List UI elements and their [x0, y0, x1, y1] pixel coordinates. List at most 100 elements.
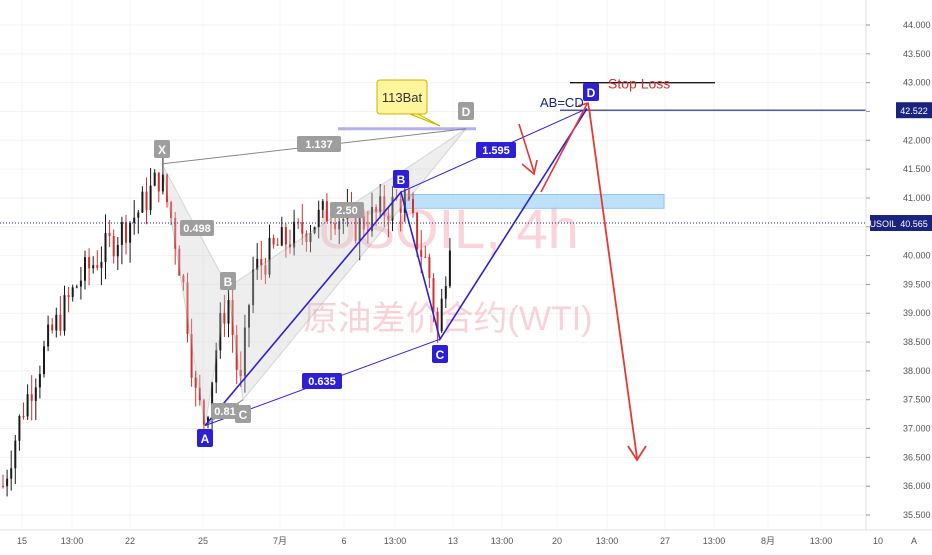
candle-body	[293, 221, 296, 248]
candle-body	[38, 374, 41, 388]
candle-body	[338, 221, 341, 230]
candle-body	[112, 235, 115, 257]
candle-body	[436, 311, 439, 332]
candle-body	[289, 244, 291, 248]
candle-body	[92, 265, 95, 269]
candle-body	[202, 400, 205, 425]
candle-body	[448, 250, 451, 287]
candle-body	[440, 298, 443, 332]
candle-body	[125, 222, 127, 243]
auto-scale-button[interactable]: A	[911, 536, 917, 546]
candle-body	[444, 286, 447, 299]
candle-body	[309, 233, 312, 242]
time-tick-label: 6	[341, 536, 346, 546]
abcd-point-d[interactable]	[583, 83, 599, 101]
abcd-point-b[interactable]	[393, 170, 409, 188]
candle-body	[330, 221, 332, 224]
time-axis-bg	[0, 530, 932, 550]
time-tick-label: 20	[552, 536, 562, 546]
current-price-badge[interactable]	[896, 215, 932, 232]
bat-point-d[interactable]	[458, 102, 474, 120]
time-tick-label: 22	[125, 536, 135, 546]
bat-callout-label: 113Bat	[382, 90, 423, 105]
candle-body	[141, 191, 144, 213]
candle-body	[243, 327, 246, 376]
candle-body	[325, 201, 328, 222]
arrow-shaft-up	[540, 103, 588, 193]
arrow-head-down	[627, 445, 647, 462]
price-tick-label: 41.000	[903, 193, 931, 203]
candle-body	[297, 221, 300, 223]
candle-body	[30, 394, 33, 401]
candle-body	[407, 189, 410, 200]
candle-body	[403, 189, 406, 213]
abcd-point-a[interactable]	[197, 429, 213, 447]
candle-body	[2, 485, 4, 487]
candle-body	[260, 258, 263, 266]
candle-body	[391, 196, 394, 221]
abcd-point-c[interactable]	[432, 345, 448, 363]
candle-body	[120, 222, 123, 245]
arrow-head-left	[521, 159, 538, 176]
time-tick-label: 13:00	[491, 536, 514, 546]
candle-body	[14, 440, 17, 469]
candle-body	[182, 275, 185, 283]
price-tick-label: 37.000	[903, 424, 931, 434]
price-tick-label: 43.500	[903, 49, 931, 59]
price-axis-bg	[866, 0, 932, 550]
price-tick-label: 39.500	[903, 279, 931, 289]
candle-body	[272, 237, 275, 245]
candle-body	[190, 333, 193, 378]
abcd-ratio-0635[interactable]	[302, 373, 342, 389]
candle-body	[366, 229, 369, 232]
price-tick-label: 40.000	[903, 251, 931, 261]
candle-body	[313, 227, 316, 234]
time-tick-label: 13:00	[810, 536, 833, 546]
candle-body	[215, 350, 218, 383]
candle-body	[235, 334, 238, 370]
candle-body	[375, 206, 378, 212]
candle-body	[104, 233, 107, 262]
time-tick-label: 13:00	[703, 536, 726, 546]
candle-body	[59, 314, 62, 331]
bat-ratio-1137[interactable]	[297, 136, 341, 152]
abcd-point-a-text: A	[201, 432, 210, 446]
time-tick-label: 10	[873, 536, 883, 546]
bat-ratio-250[interactable]	[330, 202, 364, 218]
symbol-badge[interactable]	[870, 215, 896, 232]
candle-body	[96, 265, 99, 268]
candle-body	[137, 212, 140, 218]
candle-body	[432, 278, 435, 312]
bat-callout[interactable]	[376, 79, 428, 115]
price-tick-label: 43.000	[903, 78, 931, 88]
bat-ratio-0498-text: 0.498	[183, 223, 211, 235]
resistance-zone[interactable]	[404, 193, 665, 209]
candle-body	[71, 287, 74, 297]
price-tick-label: 44.000	[903, 20, 931, 30]
candle-body	[211, 382, 214, 418]
candle-body	[239, 369, 242, 376]
price-tick-label: 36.500	[903, 452, 931, 462]
candle-body	[219, 312, 222, 351]
candle-body	[280, 227, 283, 246]
candle-body	[358, 216, 361, 241]
bat-point-b[interactable]	[220, 272, 236, 290]
candle-body	[342, 218, 345, 222]
candle-body	[67, 295, 70, 297]
bat-ratio-081[interactable]	[211, 403, 239, 419]
candle-body	[75, 286, 78, 288]
time-tick-label: 7月	[273, 536, 287, 546]
candle-body	[231, 300, 234, 335]
candle-body	[43, 346, 45, 375]
bat-ratio-0498[interactable]	[180, 220, 214, 236]
level-badge-text: 42.522	[900, 106, 928, 116]
abcd-ratio-1595[interactable]	[476, 142, 516, 158]
bat-point-x[interactable]	[154, 140, 170, 158]
bat-callout-pointer	[409, 113, 441, 127]
abcd-point-b-text: B	[397, 173, 406, 187]
candle-body	[198, 387, 201, 401]
candle-body	[10, 468, 13, 479]
level-badge[interactable]	[896, 102, 932, 119]
